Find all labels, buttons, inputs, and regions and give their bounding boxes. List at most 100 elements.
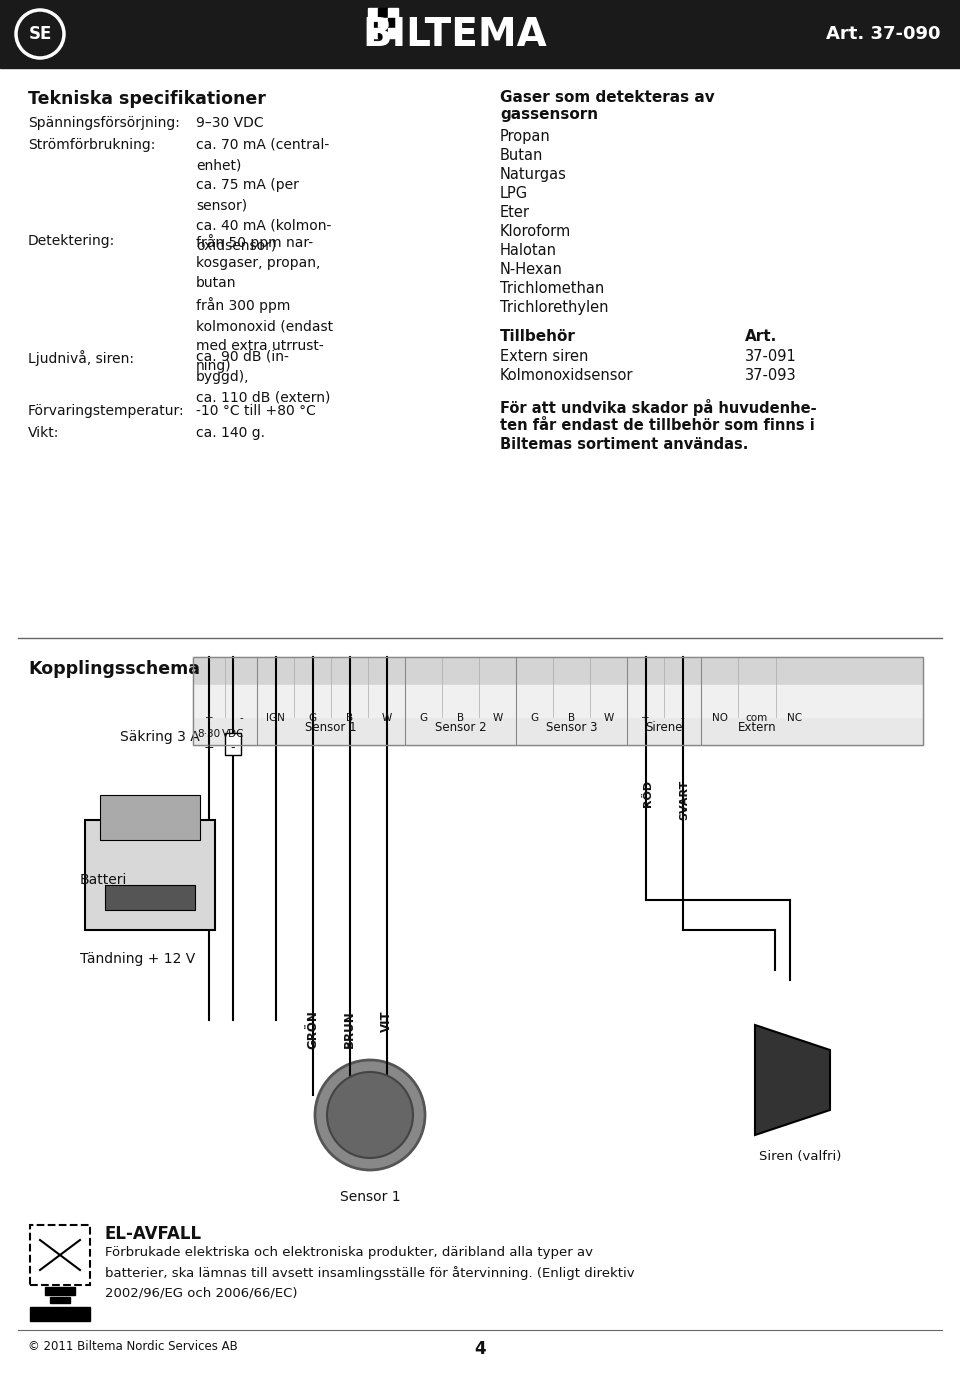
- Text: W: W: [492, 713, 503, 723]
- Text: © 2011 Biltema Nordic Services AB: © 2011 Biltema Nordic Services AB: [28, 1340, 238, 1353]
- Bar: [193, 686, 923, 717]
- Text: Trichlorethylen: Trichlorethylen: [500, 300, 609, 315]
- Text: +: +: [204, 713, 213, 723]
- Bar: [368, 27, 378, 38]
- Bar: [378, 18, 388, 27]
- Text: Ljudnivå, siren:: Ljudnivå, siren:: [28, 350, 134, 365]
- Text: -10 °C till +80 °C: -10 °C till +80 °C: [196, 404, 316, 418]
- Text: Sensor 2: Sensor 2: [435, 721, 487, 734]
- Text: från 50 ppm nar-
kosgaser, propan,
butan
från 300 ppm
kolmonoxid (endast
med ext: från 50 ppm nar- kosgaser, propan, butan…: [196, 234, 333, 374]
- Text: +: +: [641, 713, 650, 723]
- Text: B: B: [457, 713, 464, 723]
- Bar: [193, 657, 923, 745]
- Bar: [368, 8, 378, 18]
- Text: Kloroform: Kloroform: [500, 224, 571, 239]
- Bar: [378, 8, 388, 18]
- Text: Butan: Butan: [500, 148, 543, 164]
- Text: Extern siren: Extern siren: [500, 349, 588, 364]
- Text: -: -: [239, 713, 243, 723]
- Circle shape: [327, 1072, 413, 1158]
- Text: BILTEMA: BILTEMA: [363, 16, 547, 54]
- Text: W: W: [604, 713, 613, 723]
- Text: GRÖN: GRÖN: [306, 1010, 319, 1048]
- Text: Detektering:: Detektering:: [28, 234, 115, 247]
- Polygon shape: [755, 1025, 830, 1135]
- Text: ca. 70 mA (central-
enhet)
ca. 75 mA (per
sensor)
ca. 40 mA (kolmon-
oxidsensor): ca. 70 mA (central- enhet) ca. 75 mA (pe…: [196, 137, 331, 253]
- Text: Halotan: Halotan: [500, 243, 557, 258]
- Bar: [225, 732, 241, 754]
- Text: Spänningsförsörjning:: Spänningsförsörjning:: [28, 115, 180, 131]
- Text: ca. 140 g.: ca. 140 g.: [196, 426, 265, 440]
- Text: G: G: [420, 713, 427, 723]
- Text: Biltemas sortiment användas.: Biltemas sortiment användas.: [500, 437, 749, 452]
- Text: Batteri: Batteri: [80, 872, 128, 888]
- Bar: [30, 1307, 90, 1320]
- Text: N-Hexan: N-Hexan: [500, 262, 563, 278]
- Text: Sirene: Sirene: [645, 721, 683, 734]
- Text: Extern: Extern: [737, 721, 777, 734]
- Bar: [0, 0, 960, 67]
- Text: BRUN: BRUN: [343, 1010, 356, 1048]
- Text: IGN: IGN: [266, 713, 285, 723]
- Text: G: G: [308, 713, 317, 723]
- Text: För att undvika skador på huvudenhe-: För att undvika skador på huvudenhe-: [500, 398, 817, 416]
- Bar: [45, 1287, 75, 1296]
- Text: SVART: SVART: [680, 780, 689, 820]
- Text: ca. 90 dB (in-
byggd),
ca. 110 dB (extern): ca. 90 dB (in- byggd), ca. 110 dB (exter…: [196, 350, 330, 404]
- Text: Gaser som detekteras av: Gaser som detekteras av: [500, 91, 715, 104]
- Text: Propan: Propan: [500, 129, 551, 144]
- Bar: [30, 1226, 90, 1285]
- Text: Eter: Eter: [500, 205, 530, 220]
- Text: LPG: LPG: [500, 185, 528, 201]
- Text: Tekniska specifikationer: Tekniska specifikationer: [28, 91, 266, 109]
- Bar: [388, 18, 398, 27]
- Text: 37-093: 37-093: [745, 368, 797, 383]
- Bar: [378, 27, 388, 38]
- Text: Sensor 3: Sensor 3: [545, 721, 597, 734]
- Text: W: W: [381, 713, 392, 723]
- Text: Förbrukade elektriska och elektroniska produkter, däribland alla typer av
batter: Förbrukade elektriska och elektroniska p…: [105, 1246, 635, 1300]
- Text: VDC: VDC: [222, 730, 244, 739]
- Circle shape: [315, 1059, 425, 1171]
- Text: +: +: [204, 741, 214, 754]
- Bar: [388, 8, 398, 18]
- Text: NC: NC: [787, 713, 802, 723]
- Bar: [368, 18, 378, 27]
- Text: 9–30 VDC: 9–30 VDC: [196, 115, 264, 131]
- Text: Naturgas: Naturgas: [500, 168, 566, 181]
- Text: Siren (valfri): Siren (valfri): [758, 1150, 841, 1162]
- Text: VIT: VIT: [380, 1010, 393, 1032]
- Text: Sensor 1: Sensor 1: [305, 721, 357, 734]
- Text: Strömförbrukning:: Strömförbrukning:: [28, 137, 156, 153]
- Text: G: G: [531, 713, 539, 723]
- Text: EL-AVFALL: EL-AVFALL: [105, 1226, 203, 1243]
- Text: ten får endast de tillbehör som finns i: ten får endast de tillbehör som finns i: [500, 418, 815, 433]
- Text: 4: 4: [474, 1340, 486, 1358]
- Text: com: com: [746, 713, 768, 723]
- Text: gassensorn: gassensorn: [500, 107, 598, 122]
- Text: Art.: Art.: [745, 328, 778, 344]
- Text: SE: SE: [28, 25, 52, 43]
- Text: Vikt:: Vikt:: [28, 426, 60, 440]
- Text: Art. 37-090: Art. 37-090: [826, 25, 940, 43]
- Text: Förvaringstemperatur:: Förvaringstemperatur:: [28, 404, 184, 418]
- Text: RÖD: RÖD: [642, 780, 653, 807]
- Text: -: -: [681, 713, 684, 723]
- Text: B: B: [568, 713, 575, 723]
- Text: Trichlomethan: Trichlomethan: [500, 282, 604, 295]
- Bar: [193, 717, 923, 745]
- Bar: [50, 1297, 70, 1303]
- Bar: [388, 27, 398, 38]
- Text: B: B: [346, 713, 353, 723]
- Text: NO: NO: [711, 713, 728, 723]
- Text: 8·30: 8·30: [198, 730, 221, 739]
- Text: Säkring 3 A: Säkring 3 A: [120, 730, 200, 743]
- Text: Sensor 1: Sensor 1: [340, 1190, 400, 1204]
- Text: 37-091: 37-091: [745, 349, 797, 364]
- Bar: [100, 796, 200, 840]
- Text: Tillbehör: Tillbehör: [500, 328, 576, 344]
- Text: -: -: [230, 741, 235, 754]
- Text: Kolmonoxidsensor: Kolmonoxidsensor: [500, 368, 634, 383]
- Text: Tändning + 12 V: Tändning + 12 V: [80, 952, 195, 966]
- Bar: [105, 885, 195, 910]
